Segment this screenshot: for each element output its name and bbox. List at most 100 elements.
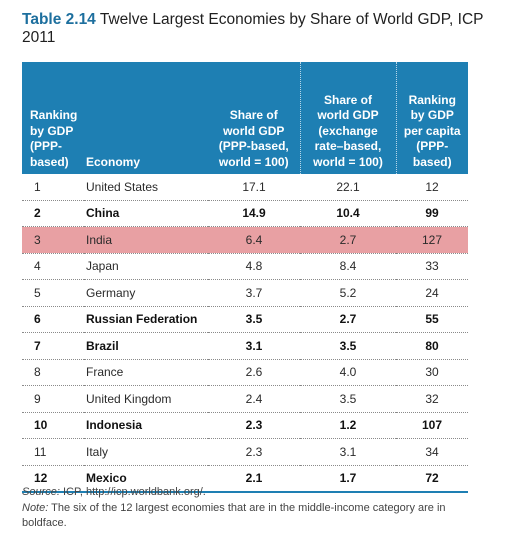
header-line: world = 100) bbox=[313, 154, 383, 169]
table-row: 8 France 2.6 4.0 30 bbox=[22, 359, 468, 386]
header-per-capita: Ranking by GDP per capita (PPP-based) bbox=[395, 62, 468, 174]
note-text: The six of the 12 largest economies that… bbox=[22, 501, 446, 530]
table-row: 9 United Kingdom 2.4 3.5 32 bbox=[22, 385, 468, 413]
header-share-exchange: Share of world GDP (exchange rate–based, wor… bbox=[299, 62, 396, 174]
cell-share-ppp: 2.6 bbox=[208, 359, 300, 386]
cell-share-ppp: 3.1 bbox=[208, 332, 300, 360]
cell-economy: Italy bbox=[84, 438, 208, 466]
cell-share-ppp: 4.8 bbox=[208, 253, 300, 280]
cell-share-ppp: 17.1 bbox=[208, 174, 300, 201]
cell-per-capita: 80 bbox=[396, 332, 468, 360]
cell-rank: 8 bbox=[22, 359, 84, 386]
header-line: by GDP bbox=[30, 123, 74, 138]
cell-share-ppp: 3.5 bbox=[208, 306, 300, 333]
cell-economy: Germany bbox=[84, 279, 208, 307]
table-row: 2 China 14.9 10.4 99 bbox=[22, 200, 468, 227]
table-notes: Source: ICP, http://icp.worldbank.org/. … bbox=[22, 485, 482, 532]
cell-rank: 3 bbox=[22, 226, 84, 254]
cell-economy: Brazil bbox=[84, 332, 208, 360]
cell-share-ppp: 2.1 bbox=[208, 465, 300, 493]
table-row: 4 Japan 4.8 8.4 33 bbox=[22, 253, 468, 280]
cell-per-capita: 24 bbox=[396, 279, 468, 307]
note-label: Note: bbox=[22, 501, 49, 514]
header-row: Ranking by GDP (PPP-based) Economy Share o… bbox=[22, 62, 468, 174]
header-economy: Economy bbox=[84, 62, 208, 174]
header-line: (PPP-based, bbox=[218, 139, 289, 153]
cell-economy: United States bbox=[84, 174, 208, 201]
cell-economy: Russian Federation bbox=[84, 306, 208, 333]
cell-rank: 2 bbox=[22, 200, 84, 227]
cell-rank: 7 bbox=[22, 332, 84, 360]
cell-share-exchange: 1.2 bbox=[300, 412, 396, 439]
cell-share-exchange: 10.4 bbox=[300, 200, 396, 227]
cell-share-exchange: 8.4 bbox=[300, 253, 396, 280]
source-text: ICP, http://icp.worldbank.org/. bbox=[59, 486, 206, 498]
cell-per-capita: 72 bbox=[396, 465, 468, 493]
cell-economy: Japan bbox=[84, 253, 208, 280]
table-number: Table 2.14 bbox=[22, 11, 96, 28]
cell-economy: Mexico bbox=[84, 465, 208, 493]
cell-share-ppp: 6.4 bbox=[208, 226, 300, 254]
cell-rank: 10 bbox=[22, 412, 84, 439]
cell-per-capita: 55 bbox=[396, 306, 468, 333]
cell-rank: 1 bbox=[22, 174, 84, 201]
cell-rank: 12 bbox=[22, 465, 84, 493]
table-row: 3 India 6.4 2.7 127 bbox=[22, 226, 468, 254]
cell-per-capita: 127 bbox=[396, 226, 468, 254]
source-line: Source: ICP, http://icp.worldbank.org/. bbox=[22, 485, 482, 501]
cell-rank: 11 bbox=[22, 438, 84, 466]
cell-share-exchange: 3.5 bbox=[300, 332, 396, 360]
cell-share-exchange: 3.5 bbox=[300, 385, 396, 413]
cell-rank: 4 bbox=[22, 253, 84, 280]
cell-economy: India bbox=[84, 226, 208, 254]
header-line: Share of bbox=[229, 108, 278, 122]
cell-share-exchange: 4.0 bbox=[300, 359, 396, 386]
table-row: 12 Mexico 2.1 1.7 72 bbox=[22, 465, 468, 493]
cell-rank: 9 bbox=[22, 385, 84, 413]
header-line: (exchange bbox=[318, 123, 378, 138]
table-row: 10 Indonesia 2.3 1.2 107 bbox=[22, 412, 468, 439]
cell-share-ppp: 14.9 bbox=[208, 200, 300, 227]
cell-per-capita: 32 bbox=[396, 385, 468, 413]
note-line: Note: The six of the 12 largest economie… bbox=[22, 501, 482, 532]
table-title-text: Twelve Largest Economies by Share of Wor… bbox=[22, 11, 484, 46]
cell-per-capita: 12 bbox=[396, 174, 468, 201]
header-ranking: Ranking by GDP (PPP-based) bbox=[22, 62, 84, 174]
cell-per-capita: 33 bbox=[396, 253, 468, 280]
table-row: 11 Italy 2.3 3.1 34 bbox=[22, 438, 468, 466]
cell-rank: 5 bbox=[22, 279, 84, 307]
cell-rank: 6 bbox=[22, 306, 84, 333]
cell-share-ppp: 2.3 bbox=[208, 412, 300, 439]
cell-share-ppp: 3.7 bbox=[208, 279, 300, 307]
header-line: (PPP- bbox=[416, 139, 449, 153]
table-row: 5 Germany 3.7 5.2 24 bbox=[22, 279, 468, 307]
table-title: Table 2.14 Twelve Largest Economies by S… bbox=[22, 11, 492, 47]
cell-per-capita: 107 bbox=[396, 412, 468, 439]
table-row: 1 United States 17.1 22.1 12 bbox=[22, 174, 468, 201]
cell-share-ppp: 2.4 bbox=[208, 385, 300, 413]
cell-economy: United Kingdom bbox=[84, 385, 208, 413]
header-line: by GDP bbox=[410, 108, 454, 122]
header-line: Ranking bbox=[30, 108, 78, 122]
cell-share-exchange: 5.2 bbox=[300, 279, 396, 307]
table-body: 1 United States 17.1 22.1 12 2 China 14.9 10.4 99… bbox=[22, 174, 468, 493]
header-line: (PPP- bbox=[30, 139, 63, 153]
header-line: Share of bbox=[323, 92, 372, 107]
cell-share-exchange: 22.1 bbox=[300, 174, 396, 201]
header-line: rate–based, bbox=[314, 139, 382, 153]
cell-share-exchange: 2.7 bbox=[300, 306, 396, 333]
header-line: world GDP bbox=[223, 123, 285, 138]
cell-share-exchange: 2.7 bbox=[300, 226, 396, 254]
header-line: per capita bbox=[403, 123, 461, 138]
table-row: 6 Russian Federation 3.5 2.7 55 bbox=[22, 306, 468, 333]
cell-share-exchange: 1.7 bbox=[300, 465, 396, 493]
header-line: Ranking bbox=[408, 92, 456, 107]
header-share-ppp: Share of world GDP (PPP-based, world = 100) bbox=[208, 62, 300, 174]
cell-economy: China bbox=[84, 200, 208, 227]
cell-economy: Indonesia bbox=[84, 412, 208, 439]
cell-share-exchange: 3.1 bbox=[300, 438, 396, 466]
table-row: 7 Brazil 3.1 3.5 80 bbox=[22, 332, 468, 360]
header-line: based) bbox=[412, 154, 452, 169]
source-label: Source: bbox=[22, 486, 60, 498]
header-line: based) bbox=[30, 154, 69, 169]
